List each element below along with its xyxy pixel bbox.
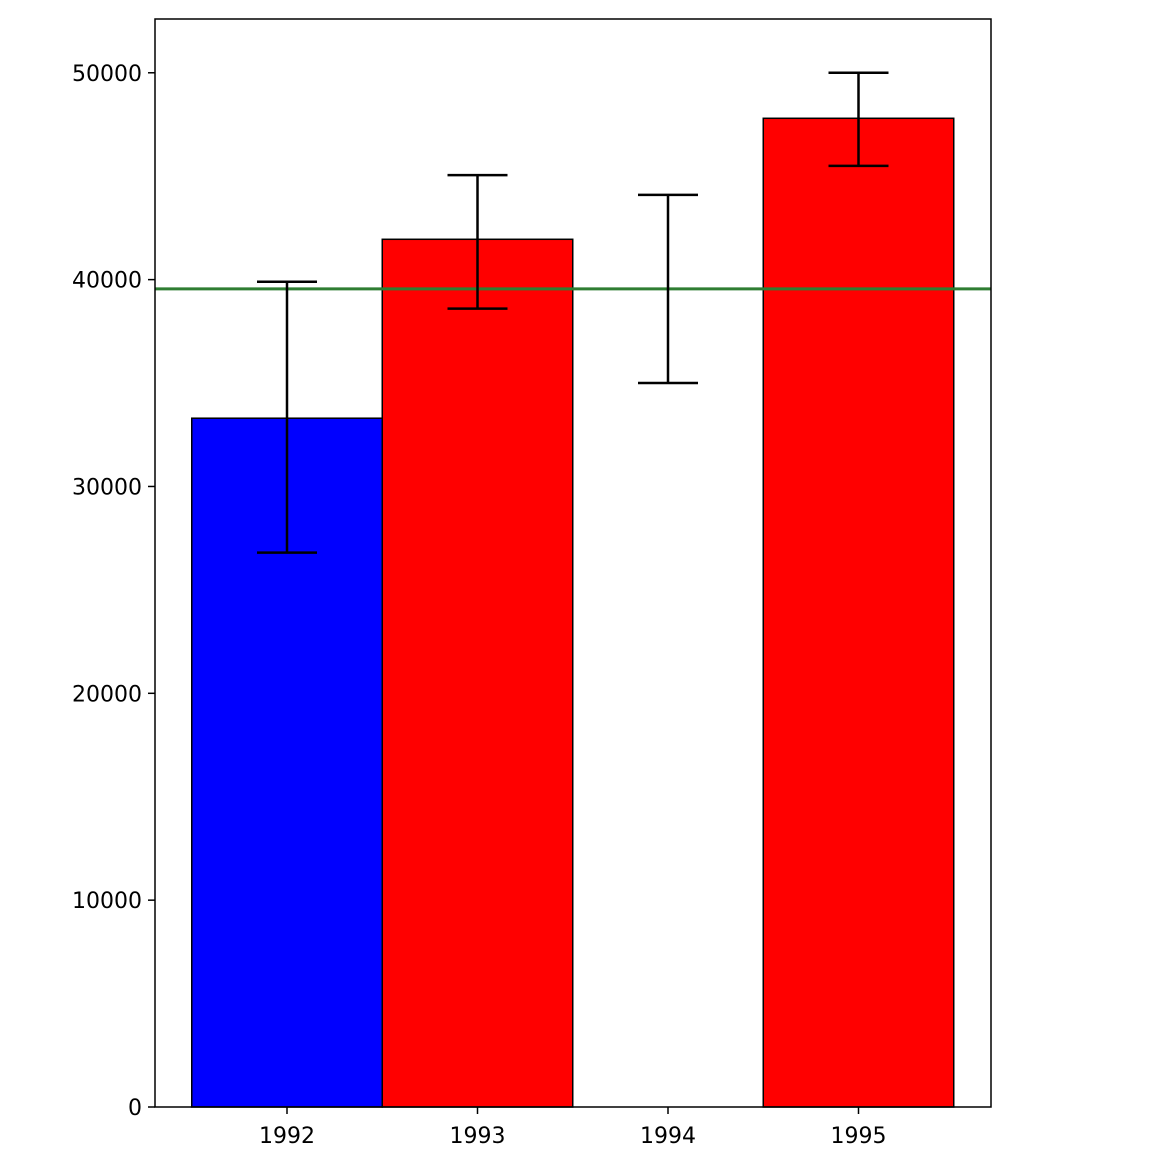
y-tick-label-40000: 40000 [72, 269, 142, 294]
x-tick-label-1992: 1992 [259, 1124, 315, 1149]
y-tick-label-50000: 50000 [72, 62, 142, 87]
axes-layer [154, 18, 992, 1108]
x-tick-label-1993: 1993 [450, 1124, 506, 1149]
y-tick-label-30000: 30000 [72, 475, 142, 500]
bars-layer [191, 117, 955, 1108]
x-tick-label-1994: 1994 [640, 1124, 696, 1149]
y-tick-label-20000: 20000 [72, 682, 142, 707]
error-bars-layer [257, 71, 889, 554]
plot-frame [154, 18, 992, 1108]
x-tick-label-1995: 1995 [831, 1124, 887, 1149]
y-tick-label-10000: 10000 [72, 889, 142, 914]
bar-1993 [381, 238, 574, 1108]
y-axis-ticks: 0 10000 20000 30000 40000 50000 [72, 62, 155, 1121]
y-tick-label-0: 0 [128, 1096, 142, 1121]
x-axis-ticks: 1992 1993 1994 1995 [259, 1107, 887, 1149]
bar-1995 [762, 117, 955, 1108]
